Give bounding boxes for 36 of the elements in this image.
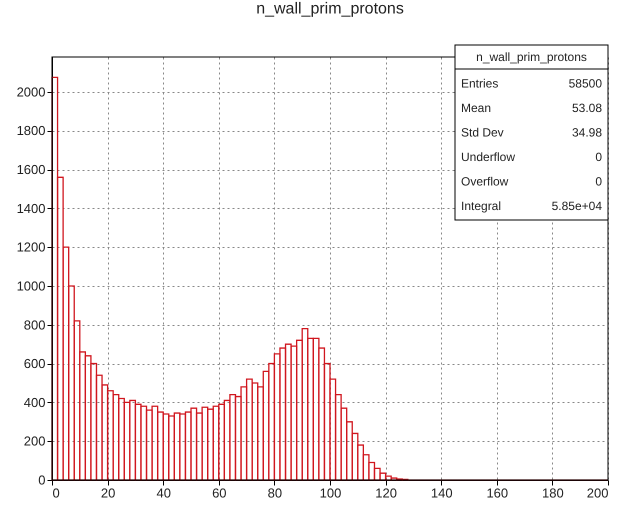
x-tick-label: 80 (268, 486, 282, 500)
x-tick-label: 120 (375, 486, 397, 500)
x-tick-label: 160 (486, 486, 508, 500)
annotation: Integral (461, 198, 502, 213)
y-tick-label: 800 (24, 317, 46, 332)
annotation: 0 (595, 174, 602, 188)
chart-title: n_wall_prim_protons (256, 0, 404, 18)
annotation: Underflow (461, 150, 516, 164)
x-tick-label: 0 (52, 486, 60, 500)
annotation: Entries (461, 76, 498, 90)
x-tick-label: 40 (156, 486, 171, 500)
y-tick-label: 1200 (16, 240, 46, 255)
y-tick-label: 2000 (16, 84, 46, 100)
x-tick-label: 100 (320, 486, 342, 500)
annotation: 5.85e+04 (552, 198, 602, 213)
y-tick-label: 1800 (16, 123, 46, 138)
annotation: n_wall_prim_protons (476, 50, 587, 64)
annotation: 0 (595, 150, 602, 164)
annotation: Std Dev (461, 125, 504, 140)
x-tick-label: 60 (212, 486, 227, 500)
annotation: 34.98 (572, 125, 602, 140)
annotation: Overflow (461, 174, 509, 188)
y-tick-label: 1400 (16, 200, 46, 216)
annotation: 53.08 (572, 100, 602, 115)
x-tick-label: 140 (430, 486, 453, 500)
y-tick-label: 1600 (16, 162, 46, 178)
x-tick-label: 20 (100, 486, 116, 500)
x-tick-label: 200 (586, 486, 608, 500)
y-tick-label: 1000 (16, 278, 46, 294)
y-tick-label: 200 (24, 434, 46, 449)
annotation: 58500 (568, 76, 602, 90)
y-tick-label: 0 (38, 472, 46, 488)
y-tick-label: 400 (24, 394, 46, 410)
annotation: Mean (461, 100, 492, 115)
x-tick-label: 180 (542, 486, 564, 500)
y-tick-label: 600 (24, 356, 46, 372)
